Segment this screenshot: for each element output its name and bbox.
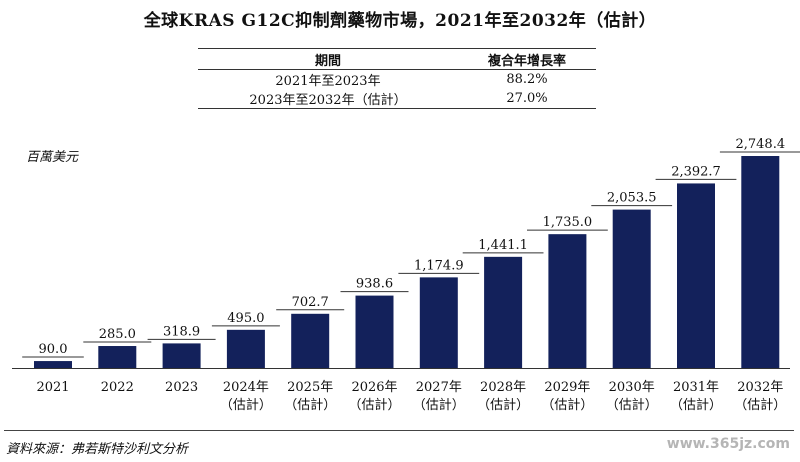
bar-value-label: 938.6: [356, 277, 393, 292]
bar-value-label: 318.9: [163, 324, 200, 339]
x-tick-label: 2025年: [287, 380, 333, 395]
bar: [677, 183, 715, 368]
x-tick-label: 2032年: [737, 380, 783, 395]
period-header: 期間: [314, 53, 341, 69]
x-tick-label: 2028年: [480, 380, 526, 395]
bar: [612, 209, 651, 368]
bar: [291, 313, 330, 368]
bar: [162, 343, 201, 368]
x-tick-label: （估計）: [477, 397, 529, 413]
cagr-table-header: 期間 複合年增長率: [198, 48, 596, 70]
bar-value-label: 90.0: [39, 342, 68, 357]
bar-value-label: 285.0: [99, 327, 136, 342]
x-tick-label: 2024年: [223, 380, 269, 395]
cagr-table-row: 2021年至2023年 88.2%: [198, 70, 596, 89]
bar: [548, 234, 587, 368]
x-tick-label: 2031年: [673, 380, 719, 395]
x-tick-label: （估計）: [413, 397, 465, 413]
x-tick-label: 2027年: [416, 380, 462, 395]
x-tick-label: 2022: [101, 380, 134, 395]
cagr-table-row: 2023年至2032年（估計） 27.0%: [198, 89, 596, 109]
period-cell: 2021年至2023年: [275, 74, 381, 89]
bar: [741, 156, 780, 368]
bar: [419, 277, 458, 368]
x-tick-label: （估計）: [606, 397, 658, 413]
bar: [226, 329, 265, 368]
bar-value-label: 702.7: [292, 295, 329, 310]
x-tick-label: 2021: [36, 380, 69, 395]
source-divider: [4, 430, 794, 431]
bar-value-label: 1,174.9: [414, 258, 464, 273]
watermark: www.365jz.com: [666, 436, 790, 452]
bar: [484, 256, 523, 368]
bar-chart: 90.0 2021 285.0 2022 318.9 2023 495.0 2024年 （估計）…: [12, 137, 800, 413]
bar: [34, 361, 72, 368]
bar-value-label: 2,392.7: [671, 164, 721, 179]
cagr-cell: 88.2%: [506, 72, 548, 87]
cagr-table: 期間 複合年增長率 2021年至2023年 88.2% 2023年至2032年（…: [198, 48, 596, 109]
y-axis-unit-label: 百萬美元: [26, 150, 79, 165]
x-tick-label: （估計）: [541, 397, 593, 413]
x-tick-label: 2029年: [544, 380, 590, 395]
bar-value-label: 2,748.4: [735, 137, 785, 152]
x-tick-label: 2026年: [351, 380, 397, 395]
x-tick-label: （估計）: [284, 397, 336, 413]
x-tick-label: 2030年: [609, 380, 655, 395]
bar: [355, 295, 394, 368]
source-note: 資料來源：弗若斯特沙利文分析: [6, 442, 189, 457]
period-cell: 2023年至2032年（估計）: [249, 93, 407, 108]
x-tick-label: 2023: [165, 380, 198, 395]
cagr-header: 複合年增長率: [487, 53, 566, 69]
bar-value-label: 2,053.5: [607, 191, 657, 206]
bar-value-label: 495.0: [227, 311, 264, 326]
x-tick-label: （估計）: [734, 397, 786, 413]
cagr-cell: 27.0%: [506, 91, 548, 106]
bar-value-label: 1,735.0: [543, 215, 593, 230]
chart-title: 全球KRAS G12C抑制劑藥物市場，2021年至2032年（估計）: [143, 11, 657, 31]
bar: [98, 346, 137, 368]
x-tick-label: （估計）: [348, 397, 400, 413]
x-tick-label: （估計）: [670, 397, 722, 413]
bar-value-label: 1,441.1: [478, 238, 528, 253]
x-tick-label: （估計）: [220, 397, 272, 413]
